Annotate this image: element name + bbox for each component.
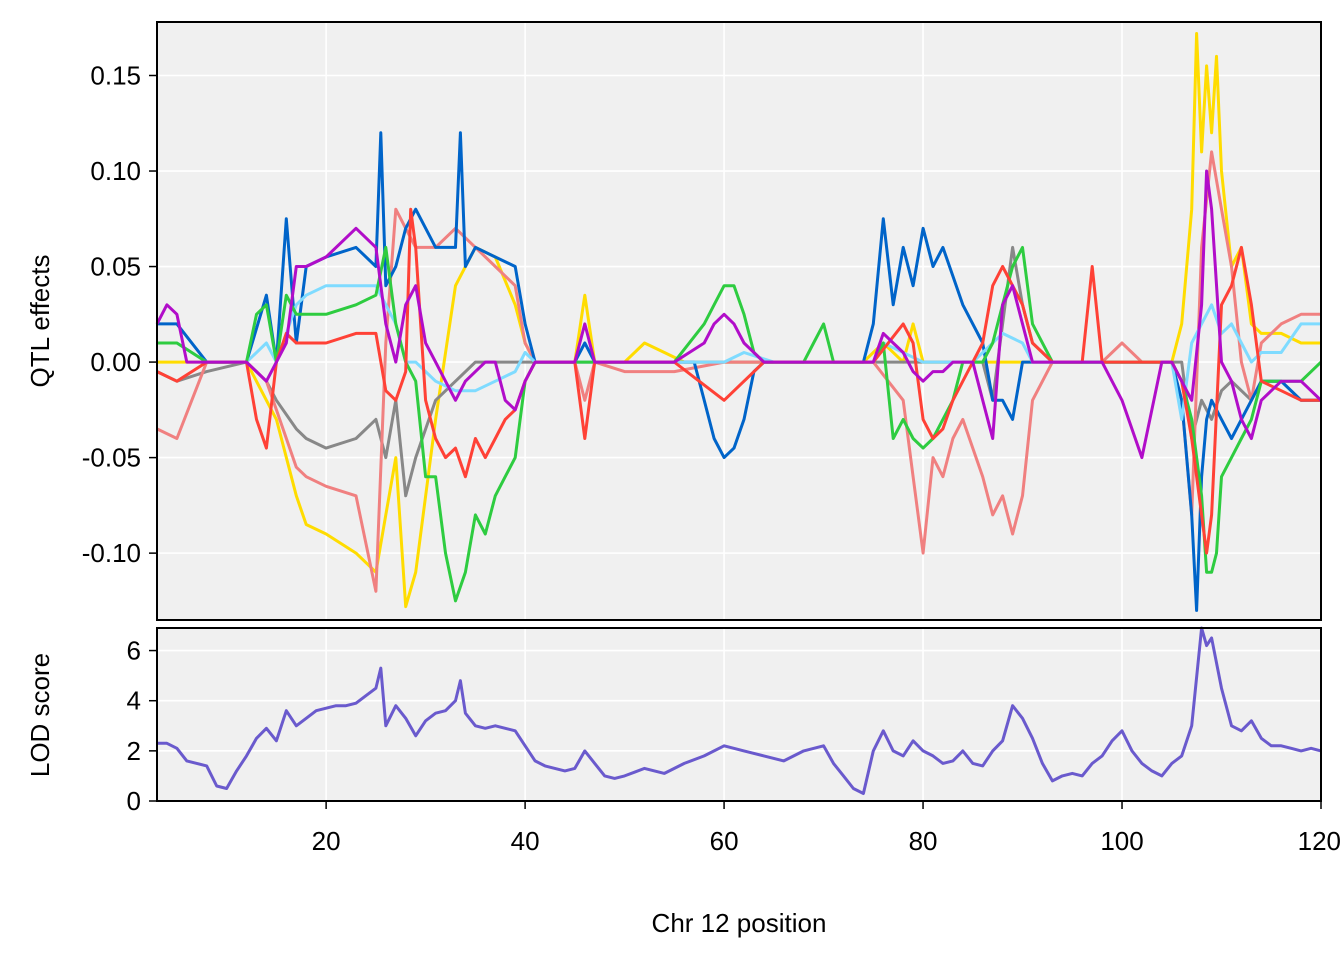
lod-ytick-label-1: 2 (127, 736, 141, 766)
x-ticks: 20 40 60 80 100 120 (312, 801, 1341, 856)
effects-ytick-label-3: 0.05 (90, 252, 141, 282)
lod-panel: 0 2 4 6 20 40 60 80 100 120 LOD score Chr 12 pos… (25, 626, 1341, 938)
effects-panel: -0.10 -0.05 0.00 0.05 0.10 0.15 QTL effects (25, 21, 1323, 621)
effects-y-ticks: -0.10 -0.05 0.00 0.05 0.10 0.15 (82, 60, 157, 568)
xtick-label-0: 20 (312, 826, 341, 856)
xtick-label-4: 100 (1100, 826, 1143, 856)
lod-ytick-label-0: 0 (127, 786, 141, 816)
xtick-label-2: 60 (710, 826, 739, 856)
effects-panel-border (156, 21, 1322, 621)
xtick-label-1: 40 (511, 826, 540, 856)
effects-series-7 (155, 169, 1323, 460)
effects-series (155, 32, 1323, 612)
xtick-label-5: 120 (1298, 826, 1341, 856)
lod-ytick-label-3: 6 (127, 636, 141, 666)
lod-y-ticks: 0 2 4 6 (127, 636, 157, 816)
xtick-label-3: 80 (909, 826, 938, 856)
effects-ytick-label-4: 0.10 (90, 156, 141, 186)
effects-ytick-label-0: -0.10 (82, 538, 141, 568)
lod-series-0 (157, 626, 1322, 795)
lod-panel-border (156, 627, 1322, 802)
effects-ytick-label-1: -0.05 (82, 443, 141, 473)
effects-panel-background (157, 22, 1321, 620)
effects-ytick-label-2: 0.00 (90, 347, 141, 377)
x-axis-label: Chr 12 position (652, 908, 827, 938)
lod-series (157, 626, 1322, 795)
lod-panel-background (157, 628, 1321, 801)
effects-ytick-label-5: 0.15 (90, 60, 141, 90)
lod-ytick-label-2: 4 (127, 686, 141, 716)
lod-y-axis-label: LOD score (25, 653, 55, 777)
effects-y-axis-label: QTL effects (25, 255, 55, 388)
